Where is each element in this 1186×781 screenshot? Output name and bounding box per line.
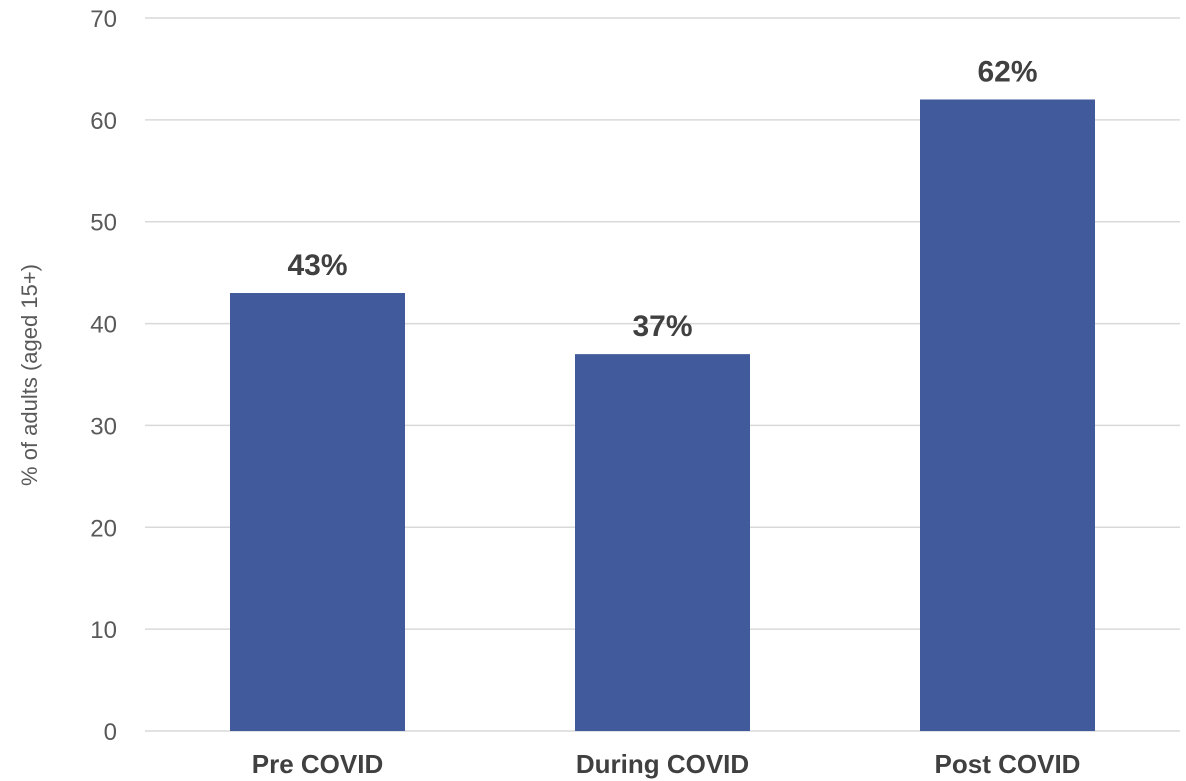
y-tick-label: 20	[90, 515, 117, 542]
y-tick-label: 10	[90, 617, 117, 644]
bar-post-covid	[920, 99, 1095, 731]
category-label: Post COVID	[935, 749, 1081, 779]
y-tick-label: 40	[90, 312, 117, 339]
x-axis-categories: Pre COVID During COVID Post COVID	[252, 749, 1081, 779]
data-label: 43%	[287, 249, 347, 282]
data-labels: 43% 37% 62%	[287, 55, 1037, 343]
y-tick-label: 30	[90, 413, 117, 440]
y-tick-label: 50	[90, 210, 117, 237]
bars	[230, 99, 1095, 731]
category-label: During COVID	[576, 749, 749, 779]
y-tick-label: 60	[90, 108, 117, 135]
y-axis-title: % of adults (aged 15+)	[17, 264, 42, 486]
category-label: Pre COVID	[252, 749, 384, 779]
data-label: 37%	[632, 310, 692, 343]
data-label: 62%	[977, 55, 1037, 88]
bar-pre-covid	[230, 293, 405, 731]
y-tick-label: 70	[90, 6, 117, 33]
bar-during-covid	[575, 354, 750, 731]
y-axis-ticks: 0 10 20 30 40 50 60 70	[90, 6, 117, 746]
y-tick-label: 0	[104, 719, 117, 746]
